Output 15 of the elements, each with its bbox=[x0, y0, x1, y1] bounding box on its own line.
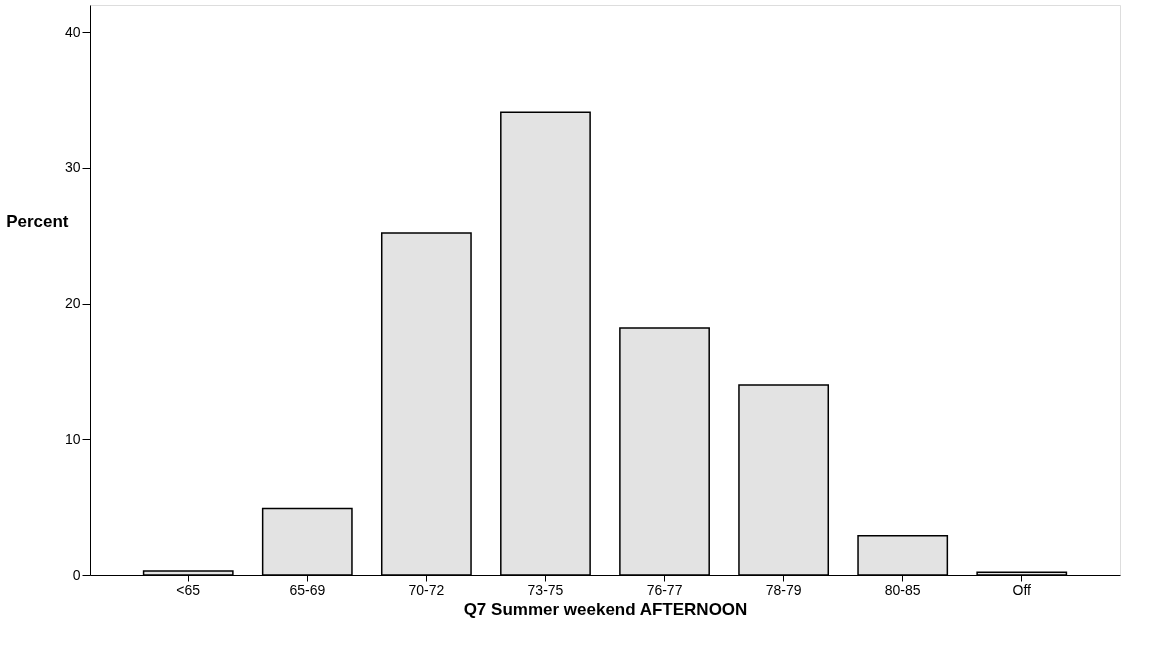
x-tick-label: 78-79 bbox=[765, 581, 802, 598]
y-tick-label: 40 bbox=[64, 23, 81, 40]
x-tick-label: 70-72 bbox=[408, 581, 445, 598]
x-tick-label: 80-85 bbox=[884, 581, 921, 598]
y-tick-label: 30 bbox=[64, 159, 81, 176]
x-axis-title: Q7 Summer weekend AFTERNOON bbox=[463, 599, 748, 619]
x-tick-label: 73-75 bbox=[527, 581, 564, 598]
x-tick-label: <65 bbox=[176, 581, 201, 598]
y-tick-label: 10 bbox=[64, 430, 81, 447]
y-tick-label: 20 bbox=[64, 295, 81, 312]
x-tick-label: Off bbox=[1012, 581, 1032, 598]
x-tick-label: 65-69 bbox=[289, 581, 326, 598]
y-tick-label: 0 bbox=[72, 566, 81, 583]
x-tick-label: 76-77 bbox=[646, 581, 683, 598]
y-axis-title: Percent bbox=[6, 211, 69, 231]
